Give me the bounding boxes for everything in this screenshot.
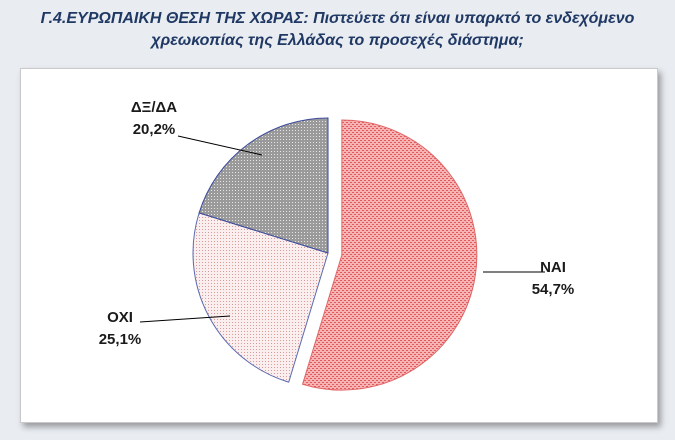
slice-label-0: ΝΑΙ	[540, 259, 566, 276]
slice-value-label-1: 25,1%	[99, 331, 142, 348]
chart-title: Γ.4.ΕΥΡΩΠΑΙΚΗ ΘΕΣΗ ΤΗΣ ΧΩΡΑΣ: Πιστεύετε …	[0, 8, 675, 52]
slice-label-2: ΔΞ/ΔΑ	[131, 99, 177, 116]
pie-slice-1	[192, 212, 329, 383]
leader-line-1	[139, 315, 231, 323]
pie-slice-0	[301, 119, 478, 391]
slice-label-1: ΟΧΙ	[107, 309, 133, 326]
pie-slice-2	[198, 117, 329, 254]
slice-value-label-0: 54,7%	[532, 281, 575, 298]
leader-line-2	[177, 135, 263, 156]
chart-title-line-1: Γ.4.ΕΥΡΩΠΑΙΚΗ ΘΕΣΗ ΤΗΣ ΧΩΡΑΣ: Πιστεύετε …	[40, 10, 635, 27]
slice-value-label-2: 20,2%	[133, 121, 176, 138]
chart-title-line-2: χρεωκοπίας της Ελλάδας το προσεχές διάστ…	[151, 32, 524, 49]
